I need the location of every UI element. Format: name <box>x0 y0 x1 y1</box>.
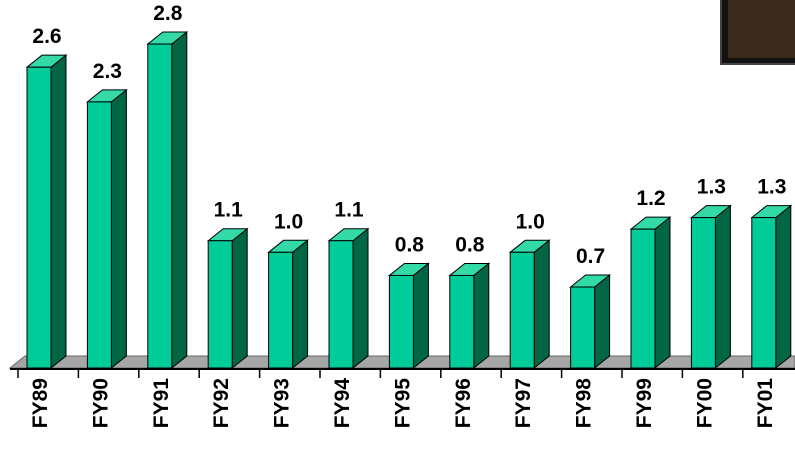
bar-side <box>775 204 792 370</box>
bar <box>328 240 354 369</box>
x-tick-label: FY99 <box>633 378 656 428</box>
bar-side <box>654 216 671 370</box>
bar <box>26 66 52 369</box>
bar <box>147 43 173 369</box>
photo-content <box>728 0 795 58</box>
bar-side <box>352 227 369 370</box>
bar <box>449 274 475 369</box>
bar <box>509 251 535 369</box>
bar <box>690 217 716 369</box>
bar <box>207 240 233 369</box>
bar <box>268 251 294 369</box>
x-tick-label: FY98 <box>573 378 596 429</box>
x-tick-label: FY01 <box>754 378 777 429</box>
value-label: 1.1 <box>334 199 364 222</box>
bar-side <box>412 262 429 370</box>
x-tick-label: FY00 <box>693 378 716 428</box>
value-label: 2.6 <box>32 25 61 48</box>
bar <box>751 217 777 369</box>
value-label: 1.2 <box>636 187 665 210</box>
x-tick-label: FY90 <box>89 378 112 428</box>
bar <box>86 101 112 369</box>
value-label: 1.3 <box>757 176 786 199</box>
bar-side <box>594 273 611 370</box>
bar-side <box>533 239 550 370</box>
bar-side <box>292 239 309 370</box>
value-label: 1.0 <box>516 210 545 233</box>
bar-side <box>231 227 248 370</box>
bar-side <box>110 88 127 370</box>
x-tick-label: FY97 <box>512 378 535 428</box>
x-tick-label: FY91 <box>150 378 173 429</box>
bar <box>388 274 414 369</box>
x-tick-label: FY92 <box>210 378 233 428</box>
value-label: 1.3 <box>697 176 726 199</box>
bar-side <box>50 54 67 370</box>
value-label: 2.3 <box>93 60 122 83</box>
x-tick-label: FY89 <box>29 378 52 428</box>
x-tick-label: FY93 <box>271 378 294 428</box>
value-label: 1.0 <box>274 210 303 233</box>
value-label: 0.8 <box>455 233 485 256</box>
x-tick-label: FY94 <box>331 378 354 429</box>
bar-side <box>714 204 731 370</box>
bar-side <box>473 262 490 370</box>
value-label: 0.7 <box>576 245 605 268</box>
bar <box>570 286 596 369</box>
value-label: 1.1 <box>214 199 244 222</box>
plot: 2.6 FY89 2.3 FY90 2.8 FY91 1.1 FY92 1.0 FY93 1.1 FY… <box>17 2 793 429</box>
bar-side <box>171 30 188 370</box>
x-tick-label: FY95 <box>391 378 414 429</box>
value-label: 0.8 <box>395 233 425 256</box>
bar <box>630 228 656 369</box>
x-tick-label: FY96 <box>452 378 475 428</box>
value-label: 2.8 <box>153 2 183 25</box>
